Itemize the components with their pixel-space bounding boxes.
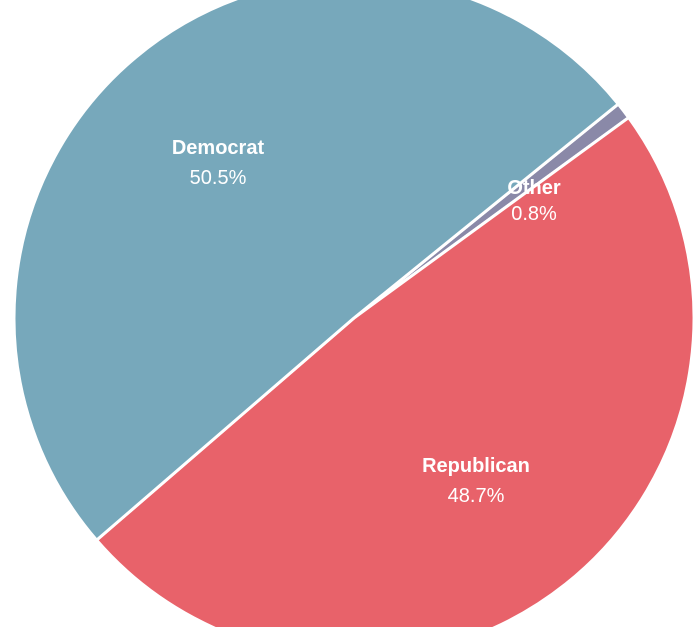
pie-slice-democrat	[12, 0, 620, 542]
slice-value-republican: 48.7%	[448, 485, 505, 507]
slice-value-other: 0.8%	[511, 203, 557, 225]
slice-label-republican: Republican	[422, 455, 530, 477]
pie-slices	[12, 0, 695, 627]
pie-slice-republican	[95, 116, 695, 627]
slice-value-democrat: 50.5%	[190, 167, 247, 189]
slice-label-other: Other	[507, 177, 561, 199]
slice-label-democrat: Democrat	[172, 137, 265, 159]
label-group-democrat: Democrat 50.5%	[172, 137, 265, 189]
label-group-republican: Republican 48.7%	[422, 455, 530, 507]
label-group-other: Other 0.8%	[507, 177, 561, 225]
